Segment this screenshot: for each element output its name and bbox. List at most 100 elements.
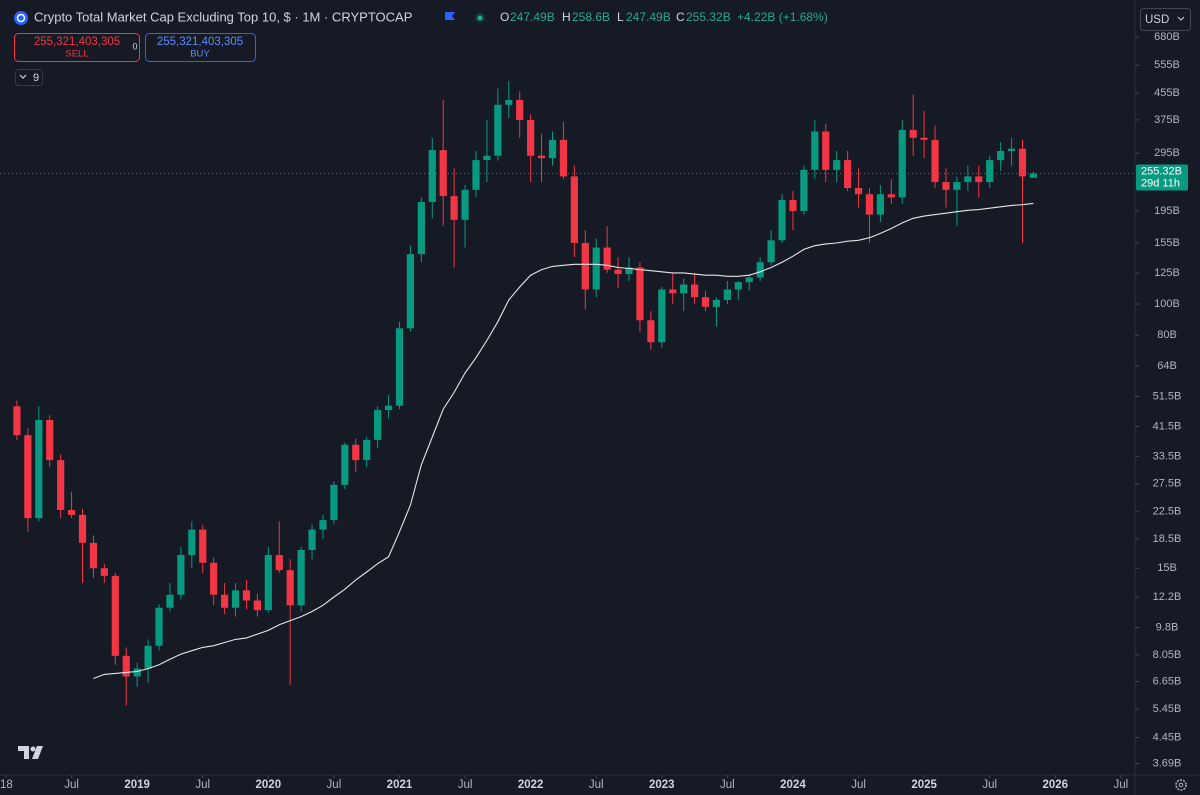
change: +4.22B (+1.68%) [737,10,828,24]
candle-body [450,196,458,220]
settings-icon[interactable] [1175,779,1187,791]
indicator-box[interactable] [15,69,43,86]
y-tick-label: 22.5B [1153,506,1182,518]
candle-body [789,200,797,211]
candle-body [395,328,404,406]
ohlc-key: H [562,10,571,24]
y-tick-label: 5.45B [1153,703,1182,715]
logo-part [30,746,36,752]
candle-body [844,160,852,189]
candle-body [898,129,906,198]
candle-body [592,247,600,290]
y-tick-label: 51.5B [1153,390,1182,402]
candle-body [363,439,371,461]
spread: 0 [132,41,137,51]
x-tick-label: 2024 [780,779,806,791]
candle-body [352,444,360,461]
y-tick-label: 80B [1157,329,1177,341]
candle-body [57,460,65,510]
candle-body [67,509,76,515]
y-tick-label: 555B [1154,59,1180,71]
candle-body [712,299,721,307]
chevron[interactable] [1177,16,1185,21]
x-tick-label: 2025 [911,779,937,791]
tv-logo [18,746,43,759]
candle-body [374,410,382,440]
candle-body [78,514,87,543]
buy-price[interactable]: 255,321,403,305 [157,36,243,48]
candle-body [461,189,469,220]
indicator-toggle[interactable]: 9 [15,69,43,86]
ohlc-key: O [500,10,509,24]
ohlc-value: 247.49B [626,10,671,24]
x-tick-label: Jul [720,779,735,791]
x-tick-label: 18 [0,779,13,791]
candle-body [275,554,283,571]
buy-button[interactable]: 255,321,403,305 BUY [145,33,256,62]
candle-body [909,129,917,138]
candle-body [975,176,983,183]
y-tick-label: 15B [1157,562,1177,574]
x-tick-label: Jul [1114,779,1129,791]
candle-body [35,419,43,519]
status-dot [477,15,483,21]
candle-body [865,194,874,215]
ohlc-value: 247.49B [510,10,555,24]
candle-body [658,289,666,343]
buy-label[interactable]: BUY [190,49,210,60]
y-tick-label: 3.69B [1153,758,1182,770]
x-tick-label: Jul [589,779,604,791]
candle-body [997,150,1005,161]
candle-body [188,529,196,555]
indicator-count[interactable]: 9 [33,72,39,84]
candle-body [887,194,895,198]
x-tick-label: Jul [64,779,79,791]
candle-body [745,277,753,283]
y-tick-label: 4.45B [1153,731,1182,743]
candle-body [122,655,130,677]
candle-body [876,194,884,215]
candle-body [483,155,491,161]
logo-part [32,746,43,759]
moving-average [93,202,1034,680]
sell-button[interactable]: 255,321,403,305 SELL [14,33,140,62]
y-tick-label: 455B [1154,87,1180,99]
candle-body [297,550,305,606]
settings-icon[interactable] [1178,782,1184,788]
x-tick-label: 2026 [1042,779,1068,791]
currency-box[interactable] [1140,8,1191,31]
candle-body [833,160,841,170]
ohlc-value: 258.6B [572,10,610,24]
candle-body [669,289,677,294]
currency[interactable]: USD [1145,14,1169,26]
candle-body [472,160,480,190]
sell-label[interactable]: SELL [65,49,88,60]
chart-title: Crypto Total Market Cap Excluding Top 10… [34,9,412,24]
candle-body [614,269,622,275]
buy-box[interactable] [145,33,256,62]
candle-body [439,150,447,197]
y-tick-label: 6.65B [1153,675,1182,687]
candle-body [231,590,240,608]
candle-body [603,247,611,270]
candle-body [166,594,174,608]
candle-body [308,529,316,551]
y-tick-label: 100B [1154,298,1180,310]
candle-body [548,139,557,159]
candle-body [778,200,786,241]
x-tick-label: 2022 [518,779,544,791]
axes: 680B 555B 455B 375B 295B 195B 155B 125B 100B 80B 6… [0,31,1188,791]
y-tick-label: 155B [1154,237,1180,249]
candle-body [24,435,32,519]
y-tick-label: 9.8B [1156,621,1179,633]
candle-body [690,284,699,298]
x-tick-label: Jul [195,779,210,791]
chevron[interactable] [19,74,27,79]
currency-button[interactable]: USD [1140,8,1191,31]
y-tick-label: 195B [1154,205,1180,217]
candle-body [494,104,502,156]
sell-box[interactable] [14,33,140,62]
sell-price[interactable]: 255,321,403,305 [34,36,120,48]
y-tick-label: 125B [1154,267,1180,279]
